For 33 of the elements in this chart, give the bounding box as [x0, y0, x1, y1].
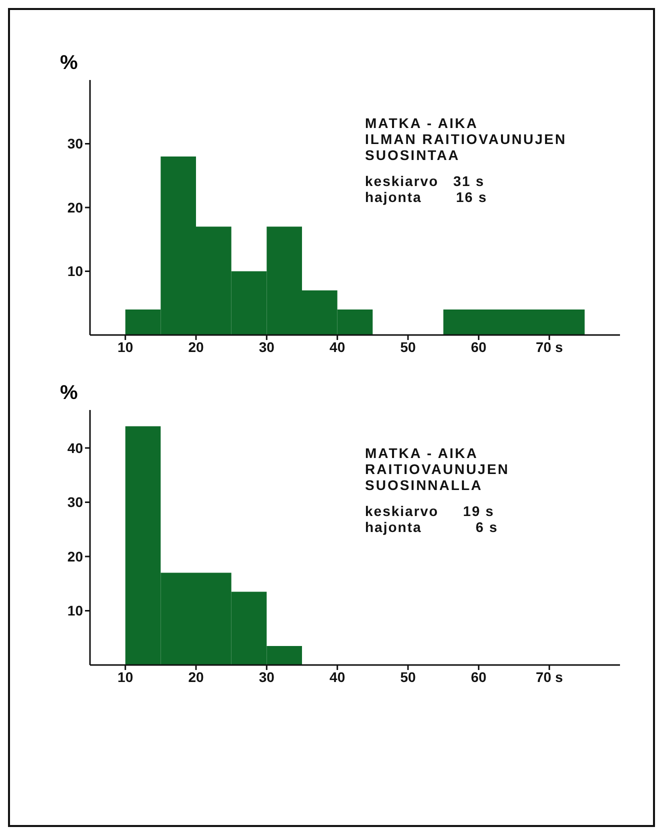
y-axis-title: %: [60, 52, 78, 75]
x-tick-label: 20: [188, 668, 204, 685]
annotation: ILMAN RAITIOVAUNUJEN: [365, 131, 567, 147]
y-tick-label: 30: [67, 136, 84, 152]
annotation: keskiarvo 31 s: [365, 173, 486, 189]
annotation: SUOSINTAA: [365, 147, 461, 163]
y-tick-label: 20: [67, 199, 84, 216]
y-tick-label: 20: [67, 548, 84, 564]
x-tick-label: 60: [470, 338, 487, 355]
y-tick-label: 30: [67, 494, 84, 510]
y-tick-label: 10: [67, 602, 84, 619]
x-tick-label: 30: [258, 668, 275, 685]
annotation: MATKA - AIKA: [365, 445, 480, 461]
x-tick-label: 10: [118, 668, 134, 685]
annotation: keskiarvo 19 s: [365, 503, 496, 519]
x-tick-label: 60: [470, 668, 487, 685]
annotation: hajonta 6 s: [365, 519, 500, 535]
x-tick-label: 70 s: [536, 668, 564, 685]
x-tick-label: 40: [330, 338, 346, 355]
y-tick-label: 40: [67, 440, 84, 456]
x-tick-label: 30: [258, 338, 275, 355]
x-tick-label: 10: [118, 338, 134, 355]
x-tick-label: 70 s: [536, 338, 564, 355]
x-tick-label: 40: [330, 668, 346, 685]
annotation: hajonta 16 s: [365, 189, 488, 205]
y-tick-label: 10: [67, 263, 84, 280]
x-tick-label: 50: [400, 668, 416, 685]
annotation: RAITIOVAUNUJEN: [365, 461, 510, 477]
x-tick-label: 20: [188, 338, 204, 355]
x-tick-label: 50: [400, 338, 416, 355]
annotation: MATKA - AIKA: [365, 115, 480, 131]
annotation: SUOSINNALLA: [365, 477, 484, 493]
y-axis-title: %: [60, 382, 78, 405]
